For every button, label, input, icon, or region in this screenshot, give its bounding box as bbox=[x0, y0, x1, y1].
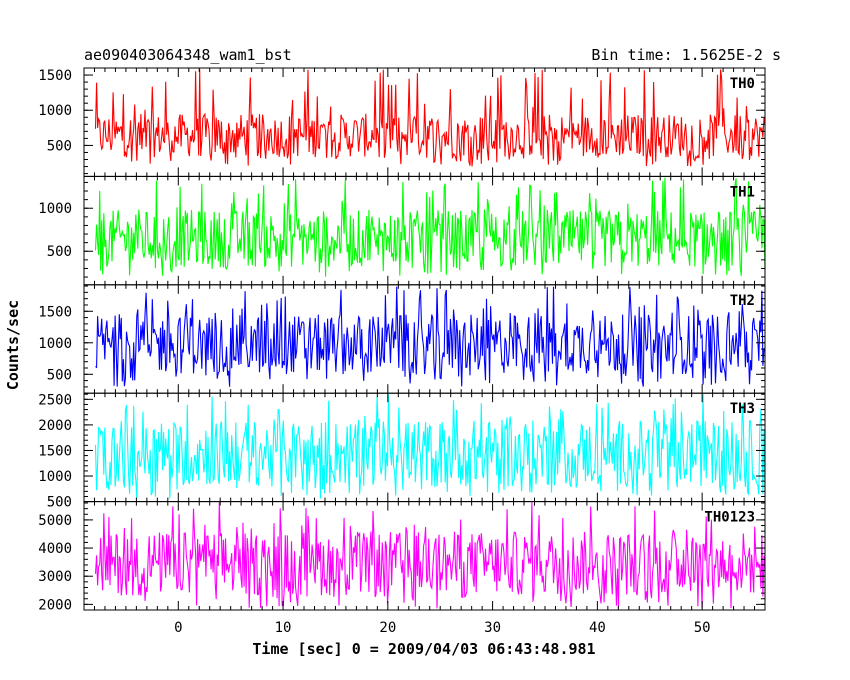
y-tick-label-th0123: 5000 bbox=[38, 513, 72, 529]
y-tick-label-th2: 500 bbox=[47, 367, 72, 383]
panel-label-th3: TH3 bbox=[730, 401, 755, 417]
chart-title: ae090403064348_wam1_bst bbox=[84, 46, 292, 64]
series-line-th3 bbox=[94, 394, 766, 499]
series-line-th1 bbox=[94, 177, 766, 277]
panel-label-th2: TH2 bbox=[730, 293, 755, 309]
series-line-th0123 bbox=[94, 502, 766, 609]
x-tick-label: 40 bbox=[589, 620, 606, 636]
y-tick-label-th3: 2000 bbox=[38, 418, 72, 434]
panel-frame-th0123 bbox=[83, 501, 766, 611]
x-axis-label: Time [sec] 0 = 2009/04/03 06:43:48.981 bbox=[252, 640, 595, 658]
y-tick-label-th0123: 3000 bbox=[38, 569, 72, 585]
y-tick-label-th1: 1000 bbox=[38, 201, 72, 217]
x-tick-label: 0 bbox=[174, 620, 182, 636]
chart-subtitle: Bin time: 1.5625E-2 s bbox=[591, 46, 781, 64]
y-tick-label-th0: 1000 bbox=[38, 103, 72, 119]
series-line-th2 bbox=[95, 286, 766, 387]
y-tick-label-th3: 500 bbox=[47, 495, 72, 511]
y-tick-label-th2: 1000 bbox=[38, 336, 72, 352]
panel-label-th0: TH0 bbox=[730, 76, 755, 92]
panel-label-th0123: TH0123 bbox=[704, 510, 755, 526]
x-tick-label: 30 bbox=[484, 620, 501, 636]
y-tick-label-th3: 2500 bbox=[38, 392, 72, 408]
panel-label-th1: TH1 bbox=[730, 184, 755, 200]
y-tick-label-th3: 1500 bbox=[38, 443, 72, 459]
y-tick-label-th0123: 2000 bbox=[38, 597, 72, 613]
x-tick-label: 50 bbox=[694, 620, 711, 636]
y-tick-label-th1: 500 bbox=[47, 244, 72, 260]
x-tick-label: 20 bbox=[379, 620, 396, 636]
y-tick-label-th3: 1000 bbox=[38, 469, 72, 485]
y-axis-label: Counts/sec bbox=[4, 300, 22, 390]
y-tick-label-th0: 500 bbox=[47, 138, 72, 154]
y-tick-label-th0123: 4000 bbox=[38, 541, 72, 557]
series-line-th0 bbox=[94, 69, 766, 167]
panel-frame-th2 bbox=[83, 284, 766, 394]
y-tick-label-th0: 1500 bbox=[38, 68, 72, 84]
y-tick-label-th2: 1500 bbox=[38, 304, 72, 320]
x-tick-label: 10 bbox=[275, 620, 292, 636]
